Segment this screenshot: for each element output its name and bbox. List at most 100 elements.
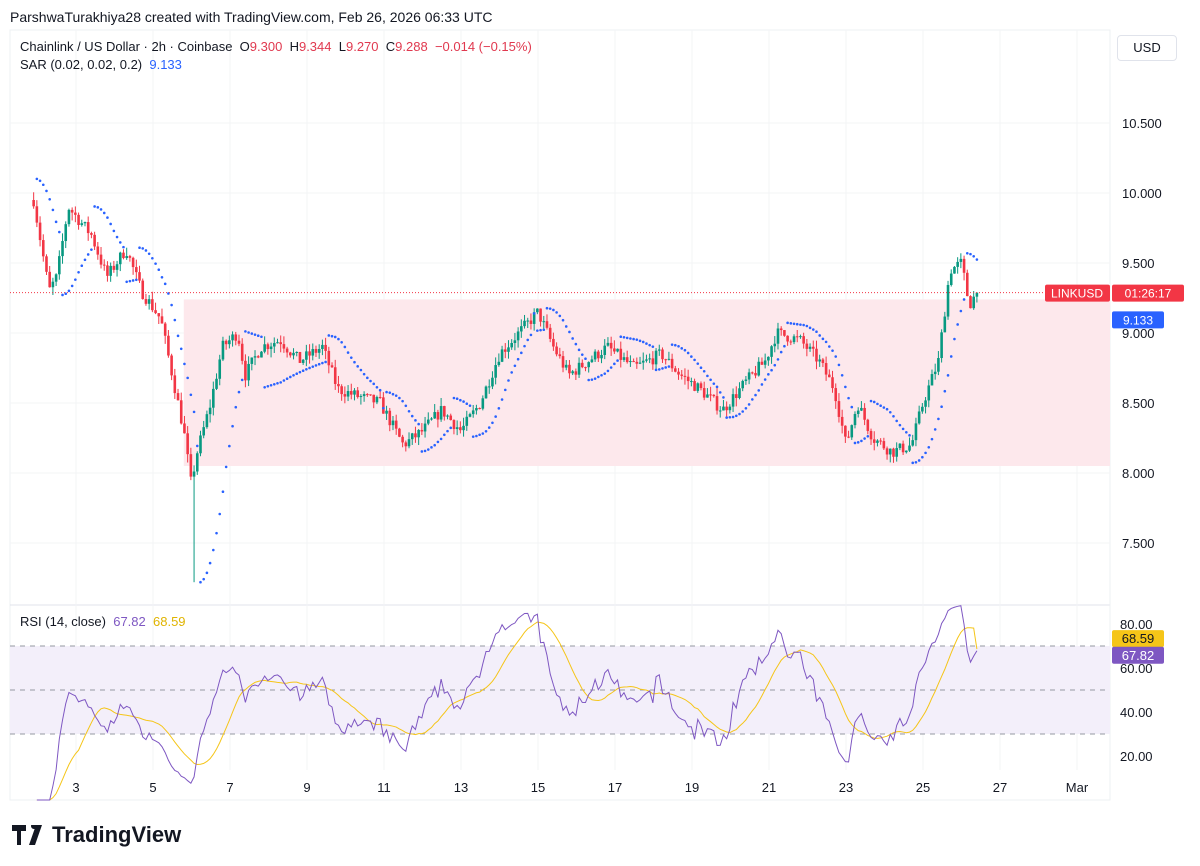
candle-body	[507, 347, 510, 352]
sar-dot	[821, 337, 825, 341]
candle-body	[279, 342, 282, 345]
sar-dot	[102, 211, 106, 215]
candle-body	[972, 296, 975, 309]
sar-dot	[340, 340, 343, 344]
sar-dot	[112, 229, 116, 233]
sar-dot	[715, 385, 719, 389]
candle-body	[715, 396, 719, 411]
sar-dot	[279, 381, 282, 384]
candle-body	[382, 397, 385, 414]
sar-dot	[526, 338, 530, 342]
candle-body	[96, 246, 100, 255]
sar-dot	[90, 248, 93, 251]
candle-body	[520, 326, 523, 332]
sar-dot	[600, 373, 603, 377]
symbol-title[interactable]: Chainlink / US Dollar · 2h · Coinbase	[20, 39, 233, 54]
candle-body	[837, 401, 841, 417]
candle-body	[221, 340, 225, 360]
sar-dot	[426, 448, 430, 451]
x-tick-label: 9	[303, 780, 310, 795]
candle-body	[783, 330, 786, 336]
candle-body	[690, 381, 693, 383]
candle-body	[536, 308, 539, 313]
sar-dot	[789, 322, 793, 325]
rsi-value-tag-text: 68.59	[1122, 631, 1155, 646]
sar-dot	[555, 311, 558, 314]
rsi-value-tag	[1112, 630, 1164, 648]
candle-body	[106, 265, 109, 276]
candle-body	[353, 390, 356, 395]
candle-body	[189, 454, 193, 477]
sar-dot	[686, 351, 690, 355]
candle-body	[317, 349, 321, 353]
sar-dot	[407, 409, 411, 413]
candle-body	[349, 391, 353, 395]
candle-body	[385, 410, 388, 414]
candle-body	[439, 406, 443, 420]
sar-dot	[487, 426, 491, 429]
candle-body	[834, 388, 838, 402]
tradingview-logo-icon	[12, 825, 42, 845]
sar-dot	[378, 388, 382, 392]
sar-dot	[844, 385, 847, 389]
sar-dot	[760, 383, 764, 386]
candle-body	[901, 443, 905, 453]
candle-body	[475, 408, 478, 411]
sar-dot	[863, 437, 866, 440]
candle-body	[224, 340, 228, 345]
sar-dot	[170, 303, 173, 307]
sar-dot	[972, 255, 975, 258]
candle-body	[478, 408, 481, 410]
sar-dot	[590, 378, 594, 381]
tradingview-logo[interactable]: TradingView	[12, 822, 181, 848]
candle-body	[905, 450, 908, 453]
sar-dot	[179, 347, 183, 351]
sar-dot	[128, 279, 132, 283]
candle-body	[542, 321, 546, 323]
candle-body	[205, 414, 209, 428]
sar-dot	[237, 390, 241, 394]
sar-dot	[651, 345, 655, 348]
x-tick-label: 3	[72, 780, 79, 795]
candle-body	[523, 320, 526, 327]
sar-dot	[953, 337, 956, 341]
sar-dot	[898, 423, 902, 427]
sar-label[interactable]: SAR (0.02, 0.02, 0.2)	[20, 57, 143, 72]
sar-dot	[135, 278, 138, 282]
candle-body	[622, 357, 626, 360]
sar-dot	[157, 268, 161, 271]
sar-dot	[471, 435, 475, 438]
candle-body	[362, 394, 366, 397]
candle-body	[718, 410, 722, 412]
candle-body	[921, 406, 924, 412]
candle-body	[74, 212, 77, 215]
sar-dot	[70, 284, 74, 288]
sar-dot	[908, 434, 911, 437]
currency-button[interactable]: USD	[1117, 35, 1177, 61]
sar-dot	[580, 353, 584, 356]
sar-dot	[949, 355, 953, 358]
candle-body	[231, 334, 234, 341]
sar-dot	[927, 445, 931, 449]
sar-dot	[218, 512, 222, 516]
rsi-label[interactable]: RSI (14, close)	[20, 614, 106, 629]
candle-body	[346, 391, 350, 397]
candle-body	[712, 394, 716, 397]
sar-dot	[292, 374, 295, 377]
sar-dot	[937, 417, 940, 421]
candle-body	[128, 256, 132, 258]
sar-dot	[725, 416, 728, 419]
y-tick-label: 7.500	[1122, 536, 1155, 551]
sar-dot	[619, 335, 623, 338]
sar-dot	[767, 373, 770, 376]
candle-body	[343, 394, 347, 397]
sar-dot	[356, 365, 359, 368]
x-tick-label: 27	[993, 780, 1007, 795]
sar-dot	[481, 432, 485, 435]
candle-body	[218, 359, 222, 379]
sar-dot	[831, 349, 834, 352]
sar-dot	[362, 372, 366, 376]
candle-body	[629, 361, 632, 363]
candle-body	[179, 400, 183, 424]
